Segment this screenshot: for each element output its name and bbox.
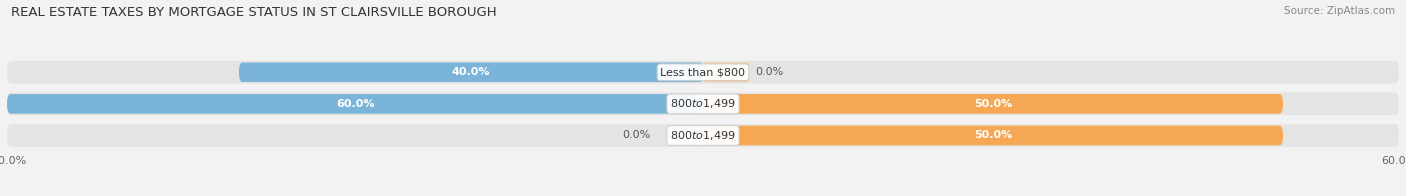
FancyBboxPatch shape [703,63,749,82]
FancyBboxPatch shape [7,94,703,114]
FancyBboxPatch shape [668,126,703,145]
Text: $800 to $1,499: $800 to $1,499 [671,129,735,142]
FancyBboxPatch shape [7,124,1399,147]
FancyBboxPatch shape [703,94,1282,114]
Text: $800 to $1,499: $800 to $1,499 [671,97,735,110]
Text: 0.0%: 0.0% [623,131,651,141]
FancyBboxPatch shape [239,63,703,82]
FancyBboxPatch shape [703,126,1282,145]
Text: 60.0%: 60.0% [336,99,374,109]
Text: REAL ESTATE TAXES BY MORTGAGE STATUS IN ST CLAIRSVILLE BOROUGH: REAL ESTATE TAXES BY MORTGAGE STATUS IN … [11,6,496,19]
Text: 50.0%: 50.0% [974,99,1012,109]
FancyBboxPatch shape [7,61,1399,84]
FancyBboxPatch shape [7,93,1399,115]
Text: 50.0%: 50.0% [974,131,1012,141]
Text: Less than $800: Less than $800 [661,67,745,77]
Text: 0.0%: 0.0% [755,67,783,77]
Text: 40.0%: 40.0% [451,67,491,77]
Text: Source: ZipAtlas.com: Source: ZipAtlas.com [1284,6,1395,16]
